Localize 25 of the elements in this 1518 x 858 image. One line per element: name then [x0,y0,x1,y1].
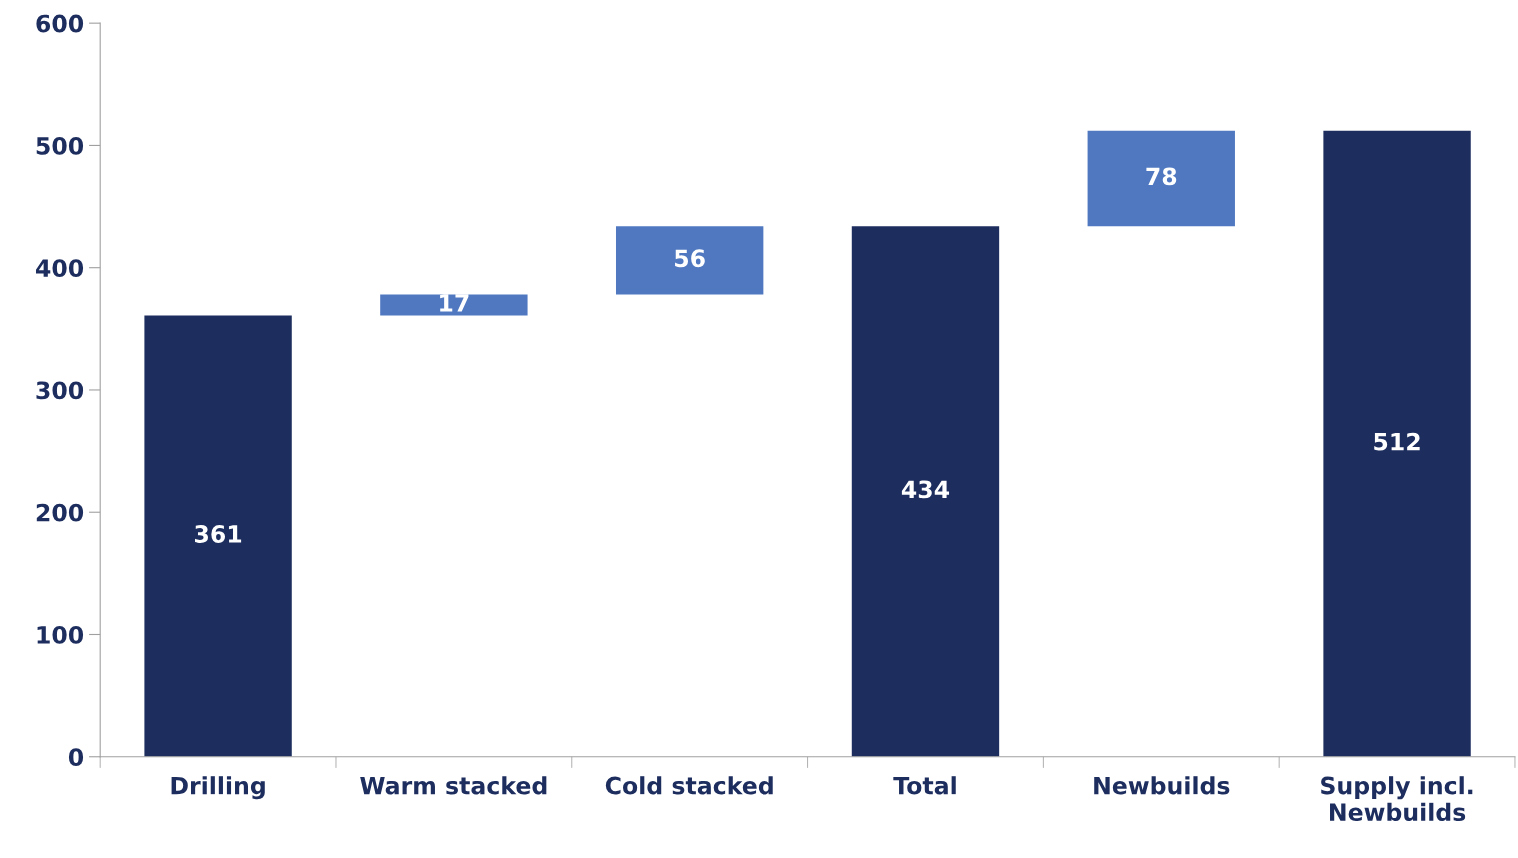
x-tick-label: Drilling [171,776,265,800]
data-label: 56 [675,249,705,268]
bar [144,315,292,757]
bar [1087,130,1235,227]
bar [615,226,764,295]
y-tick-label: 100 [37,625,84,644]
bar [1323,130,1471,757]
data-label: 17 [440,294,469,312]
data-label: 512 [1374,432,1420,451]
x-tick-label: Cold stacked [605,776,773,795]
y-tick-label: 300 [36,381,84,400]
x-tick-label: Supply incl. Newbuilds [1321,776,1473,822]
data-label: 434 [901,480,950,499]
data-label: 78 [1146,167,1177,186]
y-tick-label: 200 [36,503,84,522]
y-tick-label: 600 [36,14,84,33]
bar [380,294,528,316]
bar [851,226,1000,757]
y-tick-label: 400 [35,259,84,277]
x-tick-label: Newbuilds [1094,776,1230,795]
y-tick-label: 0 [68,748,84,767]
y-tick-label: 500 [36,136,84,155]
x-tick-label: Warm stacked [360,776,547,795]
data-label: 361 [195,525,242,543]
x-tick-label: Total [893,776,956,795]
